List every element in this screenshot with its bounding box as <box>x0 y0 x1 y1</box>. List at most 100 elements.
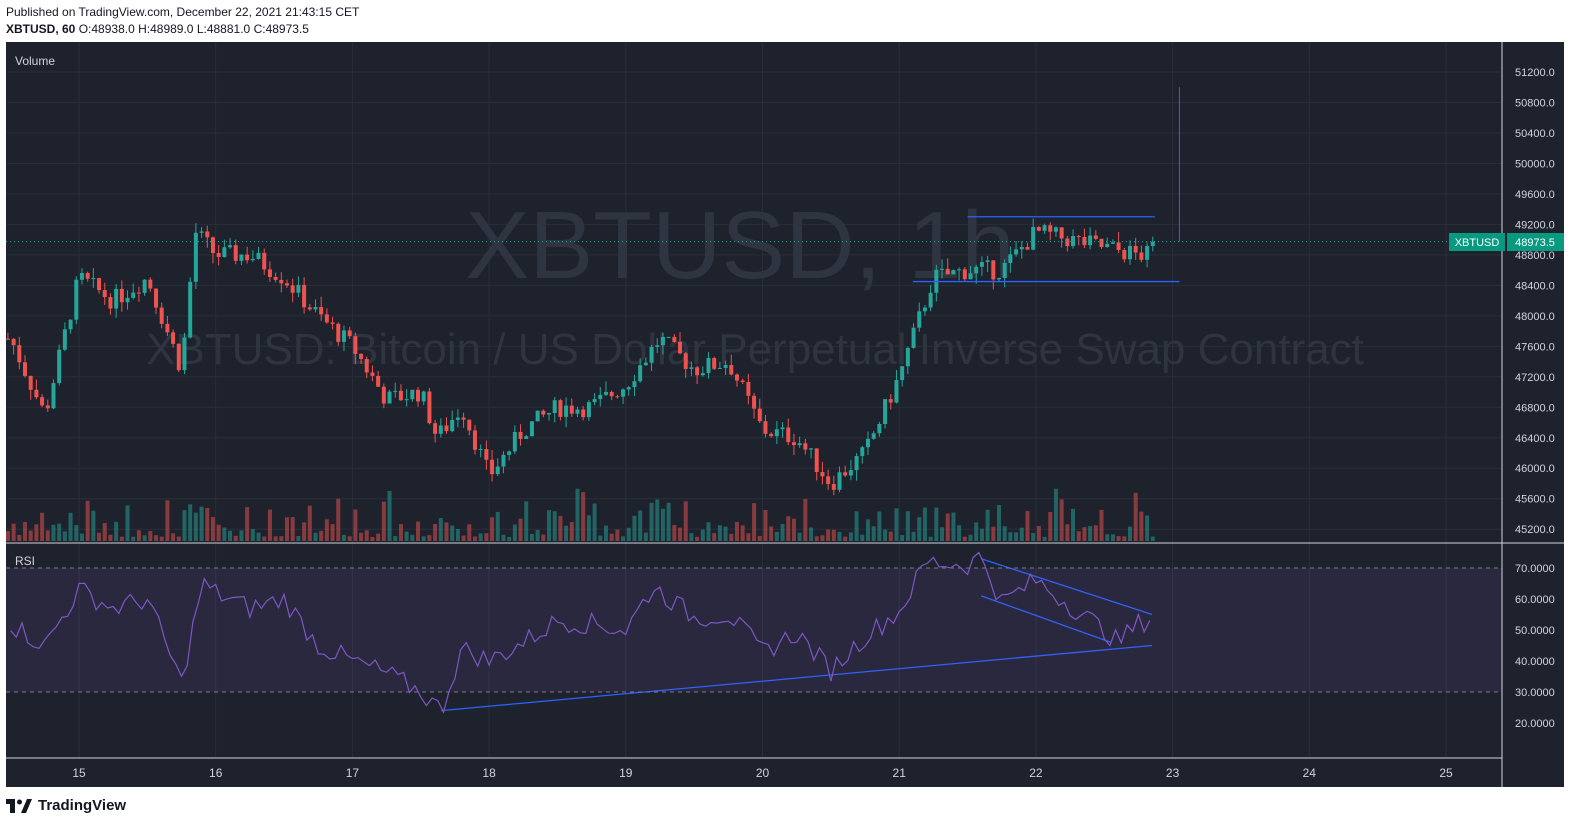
candle-body <box>85 273 90 279</box>
volume-bar <box>649 502 654 541</box>
candle-body <box>814 448 819 473</box>
volume-bar <box>524 501 529 541</box>
candle-body <box>996 277 1001 280</box>
volume-bar <box>564 525 569 541</box>
volume-bar <box>478 533 483 541</box>
candle-body <box>444 425 449 432</box>
volume-bar <box>752 503 757 541</box>
volume-bar <box>444 522 449 541</box>
candle-body <box>626 387 631 390</box>
volume-bar <box>313 532 318 541</box>
volume-bar <box>108 534 113 541</box>
volume-bar <box>877 511 882 541</box>
volume-bar <box>91 510 96 541</box>
volume-bar <box>171 533 176 541</box>
candle-body <box>193 232 198 282</box>
volume-bar <box>1059 499 1064 541</box>
volume-bar <box>911 531 916 541</box>
candle-body <box>672 336 677 342</box>
candle-body <box>450 419 455 432</box>
volume-bar <box>1122 536 1127 541</box>
candle-body <box>472 430 477 450</box>
price-tick: 47600.0 <box>1515 341 1555 353</box>
candle-body <box>74 279 79 320</box>
volume-bar <box>1076 531 1081 541</box>
volume-bar <box>125 505 130 541</box>
candle-body <box>826 476 831 484</box>
volume-bar <box>421 536 426 541</box>
candle-body <box>102 290 107 298</box>
candle-body <box>210 237 215 254</box>
candle-body <box>285 283 290 286</box>
candle-body <box>148 279 153 289</box>
volume-bar <box>216 524 221 541</box>
volume-bar <box>809 527 814 541</box>
volume-bar <box>62 531 67 541</box>
candle-body <box>809 448 814 450</box>
volume-bar <box>1110 534 1115 541</box>
candle-body <box>131 292 136 298</box>
candle-body <box>119 288 124 303</box>
volume-bar <box>359 532 364 541</box>
candle-body <box>233 245 238 261</box>
candle-body <box>660 336 665 346</box>
price-label: XBTUSD 48973.5 <box>1449 233 1564 251</box>
candle-body <box>786 427 791 443</box>
volume-bar <box>774 531 779 541</box>
candle-body <box>507 451 512 455</box>
candle-body <box>478 449 483 451</box>
candle-body <box>91 278 96 280</box>
volume-bar <box>182 510 187 541</box>
volume-bar <box>581 492 586 541</box>
volume-bar <box>341 534 346 541</box>
volume-bar <box>472 536 477 541</box>
volume-bar <box>142 535 147 541</box>
volume-bar <box>586 515 591 541</box>
volume-bar <box>1019 527 1024 541</box>
candle-body <box>957 269 962 271</box>
volume-bar <box>501 534 506 541</box>
volume-bar <box>210 517 215 541</box>
volume-bar <box>119 536 124 541</box>
volume-bar <box>404 531 409 541</box>
price-label-symbol: XBTUSD <box>1455 237 1500 249</box>
candle-body <box>171 332 176 344</box>
volume-bar <box>900 535 905 541</box>
volume-bar <box>797 532 802 541</box>
candle-body <box>1025 247 1030 250</box>
candle-body <box>848 470 853 476</box>
volume-bar <box>1116 536 1121 541</box>
candle-body <box>114 288 119 309</box>
candle-body <box>416 389 421 402</box>
candle-body <box>347 330 352 337</box>
volume-bar <box>917 517 922 541</box>
high-value: H:48989.0 <box>138 22 194 36</box>
volume-bar <box>1127 526 1132 541</box>
volume-bar <box>894 508 899 541</box>
volume-bar <box>1065 524 1070 541</box>
candle-body <box>979 262 984 267</box>
volume-bar <box>102 522 107 541</box>
volume-bar <box>262 536 267 541</box>
volume-bar <box>307 505 312 541</box>
volume-bar <box>1099 509 1104 541</box>
tradingview-logo[interactable]: TradingView <box>6 797 126 814</box>
volume-bar <box>888 531 893 541</box>
price-tick: 48000.0 <box>1515 311 1555 323</box>
candle-body <box>1002 262 1007 278</box>
candle-body <box>40 397 45 406</box>
volume-bar <box>968 534 973 541</box>
volume-bar <box>621 536 626 541</box>
volume-bar <box>626 527 631 541</box>
candle-body <box>28 375 33 390</box>
volume-bar <box>114 521 119 541</box>
volume-bar <box>655 499 660 541</box>
candles <box>5 218 1155 496</box>
time-tick: 21 <box>893 766 907 780</box>
open-value: O:48938.0 <box>78 22 135 36</box>
symbol-interval[interactable]: XBTUSD, 60 <box>6 22 76 36</box>
candle-body <box>461 417 466 420</box>
chart-frame[interactable] <box>6 42 1564 787</box>
volume-bar <box>843 536 848 541</box>
